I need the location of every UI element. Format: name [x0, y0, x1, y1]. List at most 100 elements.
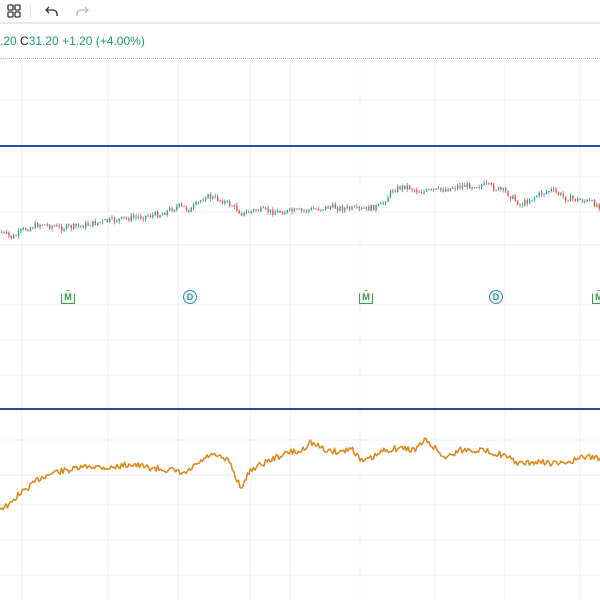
candle [337, 206, 339, 214]
candle [118, 218, 120, 224]
candle [296, 208, 298, 211]
pane-border-bottom[interactable] [0, 408, 600, 410]
change-value: +1.20 [62, 34, 93, 48]
candle [130, 212, 132, 223]
candle [29, 226, 32, 232]
candle [284, 210, 286, 215]
candle [137, 214, 140, 220]
candle [176, 203, 178, 212]
candle [161, 212, 164, 216]
pane-border-top[interactable] [0, 145, 600, 147]
candle [466, 181, 468, 190]
candle [586, 199, 588, 203]
candle [68, 223, 70, 228]
undo-icon[interactable] [42, 1, 62, 21]
event-marker[interactable]: M [61, 290, 75, 304]
candle [219, 199, 221, 204]
candle [514, 193, 516, 203]
candle [152, 212, 154, 220]
candle [471, 186, 473, 191]
candle [538, 191, 540, 198]
candle [397, 184, 399, 193]
event-marker[interactable]: D [489, 290, 503, 304]
candle [101, 219, 104, 225]
candle [195, 200, 197, 206]
candle [310, 206, 312, 211]
candle [181, 202, 183, 208]
candle [533, 196, 536, 203]
candle [286, 209, 288, 214]
candle [334, 202, 336, 209]
candle [380, 201, 382, 205]
candle [541, 190, 543, 198]
candle [3, 230, 5, 234]
candle [413, 188, 416, 193]
candle [368, 204, 370, 211]
candle [555, 186, 557, 194]
candle [521, 202, 524, 208]
candle [329, 205, 332, 211]
candle [346, 204, 348, 210]
candle [375, 203, 377, 213]
candle [224, 199, 226, 206]
candle [147, 213, 149, 218]
candle [94, 218, 96, 226]
candle [351, 205, 353, 211]
orange-line-path [0, 437, 600, 511]
candle [229, 199, 231, 208]
candle [89, 224, 92, 227]
candle [97, 222, 99, 226]
candle [399, 185, 401, 191]
candle [574, 198, 576, 202]
candle [92, 220, 94, 228]
layout-grid-icon[interactable] [4, 1, 24, 21]
close-label: C [20, 34, 29, 48]
candle [433, 188, 435, 192]
candle [339, 205, 341, 212]
redo-icon[interactable] [72, 1, 92, 21]
candle [483, 180, 485, 186]
top-toolbar [0, 0, 600, 24]
candle [73, 222, 75, 231]
candle [581, 198, 584, 203]
candle [260, 206, 262, 213]
candle [25, 227, 27, 231]
candle [236, 202, 238, 213]
candle [226, 199, 228, 204]
candle [320, 209, 322, 212]
candle [404, 185, 406, 190]
candle [121, 216, 123, 220]
candle [128, 216, 130, 222]
candle [135, 214, 137, 221]
candle [548, 190, 550, 195]
candle [409, 184, 411, 191]
candle [392, 188, 394, 194]
event-marker[interactable]: M [359, 290, 373, 304]
candle [253, 208, 255, 213]
candle [577, 196, 579, 203]
candle [63, 227, 65, 233]
candle [358, 205, 360, 212]
candle [185, 205, 188, 212]
candle [550, 186, 552, 193]
candle [572, 194, 574, 202]
candle [233, 204, 236, 210]
candle [159, 214, 161, 218]
candle [401, 184, 404, 193]
candle [567, 200, 569, 202]
candle [512, 194, 514, 200]
candle [99, 221, 101, 224]
candle [488, 182, 490, 185]
candle [524, 197, 526, 207]
candle [17, 227, 20, 239]
candle [46, 222, 48, 227]
candle [5, 229, 8, 235]
candle [193, 202, 195, 211]
event-marker[interactable]: D [183, 290, 197, 304]
candle [183, 205, 185, 207]
candle [464, 182, 466, 188]
candle [70, 224, 72, 232]
candle [53, 224, 56, 228]
